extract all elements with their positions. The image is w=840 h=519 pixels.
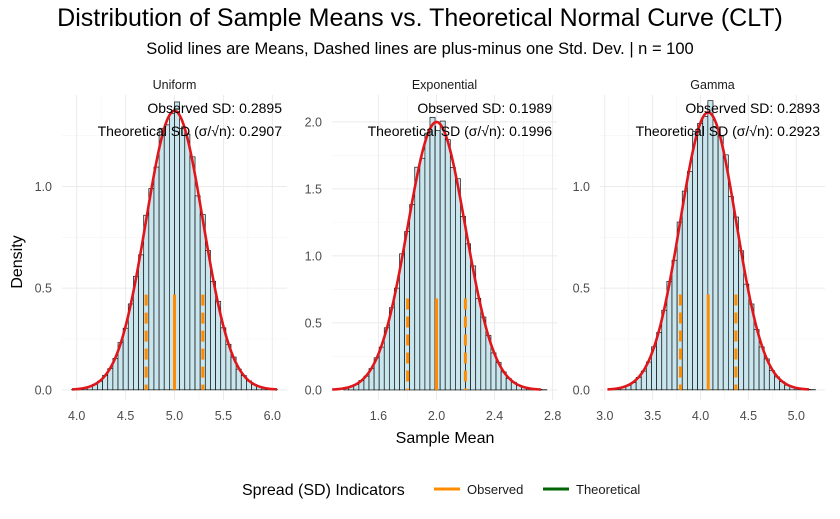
x-tick-label: 2.8	[544, 409, 561, 423]
panel-gamma: 3.0 3.5 4.0 4.5 5.0 0.0 0.5 1.0 Gamma Observed SD…	[573, 78, 825, 423]
histogram-bar	[429, 116, 436, 391]
x-tick-label: 3.0	[596, 409, 613, 423]
facet-label: Exponential	[412, 78, 477, 92]
histogram-bar	[444, 139, 451, 391]
theoretical-sd-annotation: Theoretical SD (σ/√n): 0.1996	[368, 123, 553, 139]
histogram-bar	[424, 132, 431, 391]
x-tick-label: 2.4	[486, 409, 503, 423]
x-tick-label: 5.0	[166, 409, 183, 423]
legend-label-theoretical: Theoretical	[576, 482, 640, 497]
y-tick-label: 0.0	[305, 383, 322, 397]
histogram-bar	[189, 156, 196, 391]
facet-label: Uniform	[153, 78, 197, 92]
histogram-bar	[475, 297, 482, 391]
histogram-bar	[676, 221, 683, 391]
histogram-bar	[722, 154, 729, 391]
histogram-bar	[158, 127, 165, 391]
x-tick-label: 3.5	[644, 409, 661, 423]
histogram-bar	[743, 283, 750, 391]
histogram-bar	[687, 171, 693, 391]
histogram-bar	[404, 231, 411, 391]
panel-uniform: 4.0 4.5 5.0 5.5 6.0 0.0 0.5 1.0 Uniform Observed …	[35, 78, 287, 423]
x-tick-label: 5.5	[215, 409, 232, 423]
histogram-bar	[455, 178, 461, 391]
histogram-bar	[661, 309, 668, 391]
y-axis-label: Density	[9, 235, 26, 288]
y-tick-label: 1.0	[35, 180, 52, 194]
histogram-bar	[717, 135, 724, 391]
facet-label: Gamma	[690, 78, 735, 92]
y-tick-label: 0.5	[305, 316, 322, 330]
histogram-bar	[738, 250, 745, 391]
observed-sd-annotation: Observed SD: 0.2895	[147, 100, 282, 116]
theoretical-sd-annotation: Theoretical SD (σ/√n): 0.2923	[636, 123, 821, 139]
histogram-bar	[727, 196, 734, 391]
histogram-bar	[671, 259, 678, 391]
histogram-bar	[697, 123, 704, 391]
histogram-bar	[122, 327, 129, 391]
x-tick-label: 4.0	[692, 409, 709, 423]
histogram-bar	[163, 124, 170, 391]
histogram-bar	[414, 166, 421, 391]
normal-curve	[72, 109, 277, 391]
histogram-bar	[712, 126, 719, 391]
x-tick-label: 4.5	[117, 409, 134, 423]
x-axis-label: Sample Mean	[396, 430, 495, 447]
y-tick-label: 1.0	[305, 249, 322, 263]
histogram-bar	[681, 190, 688, 391]
y-tick-label: 0.0	[35, 383, 52, 397]
theoretical-sd-annotation: Theoretical SD (σ/√n): 0.2907	[98, 123, 283, 139]
x-tick-label: 2.0	[428, 409, 445, 423]
legend-title: Spread (SD) Indicators	[242, 482, 405, 499]
normal-curve	[332, 120, 541, 391]
x-tick-label: 6.0	[264, 409, 281, 423]
x-tick-label: 5.0	[788, 409, 805, 423]
y-tick-label: 0.0	[573, 383, 590, 397]
histogram-bar	[419, 157, 426, 391]
histogram-bar	[184, 133, 191, 391]
y-tick-label: 1.5	[305, 182, 322, 196]
histogram-bar	[439, 120, 446, 391]
observed-sd-annotation: Observed SD: 0.2893	[685, 100, 820, 116]
y-tick-label: 0.5	[573, 282, 590, 296]
histogram-bar	[656, 332, 663, 391]
legend: Spread (SD) Indicators Observed Theoreti…	[242, 482, 640, 499]
x-tick-label: 1.6	[370, 409, 387, 423]
histogram-bar	[179, 128, 186, 391]
histogram-bar	[692, 131, 698, 391]
histogram-bar	[210, 280, 216, 391]
y-tick-label: 2.0	[305, 115, 322, 129]
chart-subtitle: Solid lines are Means, Dashed lines are …	[146, 40, 694, 58]
panel-exponential: 1.6 2.0 2.4 2.8 0.0 0.5 1.0 1.5 2.0 Exponential Ob…	[305, 78, 562, 423]
histogram-bar	[409, 204, 416, 391]
legend-label-observed: Observed	[467, 482, 523, 497]
histogram-bar	[449, 167, 456, 391]
histogram-bar	[394, 287, 400, 391]
y-tick-label: 0.5	[35, 282, 52, 296]
chart-title: Distribution of Sample Means vs. Theoret…	[57, 4, 783, 32]
observed-sd-annotation: Observed SD: 0.1989	[417, 100, 552, 116]
histogram-bar	[194, 195, 201, 391]
histogram-bar	[204, 250, 211, 391]
normal-curve	[607, 110, 810, 391]
histogram-bar	[138, 254, 145, 391]
x-tick-label: 4.0	[68, 409, 85, 423]
histogram-bar	[148, 188, 155, 391]
y-tick-label: 1.0	[573, 180, 590, 194]
histogram-bar	[153, 166, 160, 391]
x-tick-label: 4.5	[740, 409, 757, 423]
facet-panels: 4.0 4.5 5.0 5.5 6.0 0.0 0.5 1.0 Uniform Observed …	[35, 78, 825, 423]
